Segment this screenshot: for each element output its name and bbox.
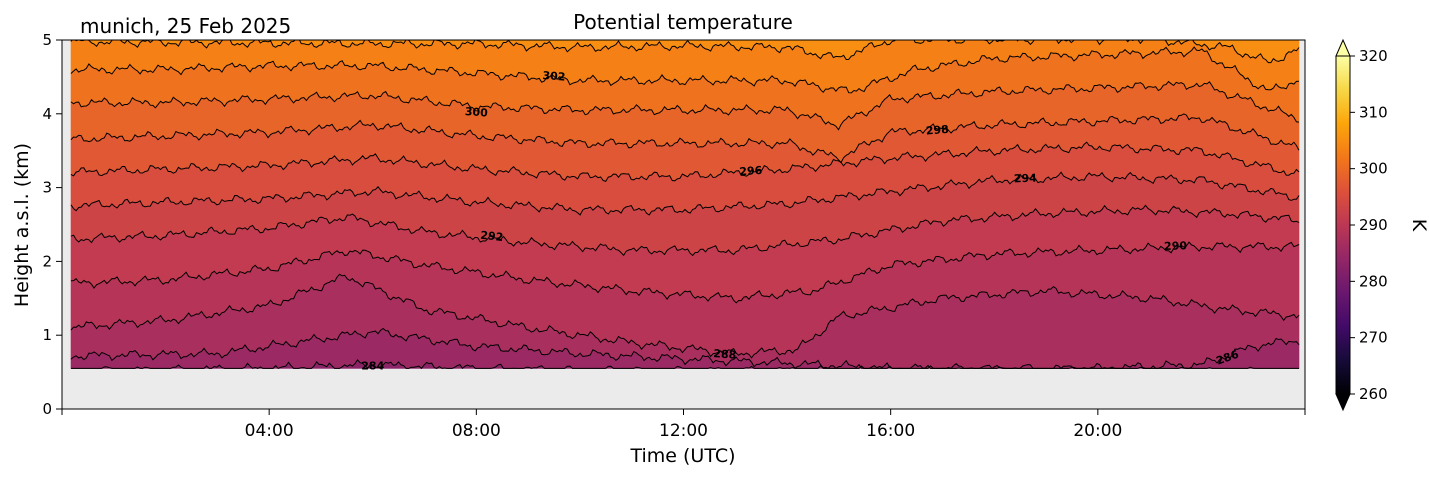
contour-label-292: 292 [480, 229, 504, 244]
colorbar: 260 270 280 290 300 310 320 K [1335, 38, 1429, 412]
colorbar-ticks: 260 270 280 290 300 310 320 [1350, 47, 1388, 403]
y-axis-label: Height a.s.l. (km) [11, 143, 33, 307]
y-tick-label: 0 [42, 400, 52, 418]
x-tick-label: 16:00 [866, 421, 915, 441]
contour-line-288 [70, 273, 1300, 359]
contour-line-286 [70, 327, 1300, 370]
y-tick-label: 3 [42, 179, 52, 197]
x-tick-label: 12:00 [659, 421, 708, 441]
contour-label-288: 288 [713, 347, 737, 362]
x-axis-ticks: 04:00 08:00 12:00 16:00 20:00 [61, 409, 1306, 441]
y-tick-label: 1 [42, 326, 52, 344]
contour-label-284: 284 [361, 360, 384, 373]
contour-line-298 [70, 113, 1300, 164]
contour-lines [70, 40, 1300, 370]
colorbar-extend-min [1335, 393, 1351, 412]
colorbar-label: K [1408, 219, 1429, 232]
chart-title: Potential temperature [573, 10, 793, 34]
contour-label-294: 294 [1014, 172, 1038, 186]
x-axis-label: Time (UTC) [629, 445, 735, 467]
contour-label-296: 296 [739, 164, 763, 179]
contour-line-300 [70, 80, 1300, 131]
colorbar-tick-label: 310 [1359, 103, 1388, 121]
y-tick-label: 5 [42, 31, 52, 49]
contour-label-300: 300 [464, 105, 488, 120]
colorbar-gradient [1335, 55, 1351, 395]
colorbar-tick-label: 270 [1359, 329, 1388, 347]
contour-line-296 [70, 141, 1300, 183]
contour-line-302 [70, 46, 1300, 94]
contour-label-302: 302 [542, 69, 566, 84]
contour-fill-bands [70, 40, 1300, 369]
colorbar-tick-label: 280 [1359, 272, 1388, 290]
colorbar-extend-max [1335, 38, 1351, 57]
contour-line-284 [71, 359, 1299, 370]
x-tick-label: 20:00 [1073, 421, 1122, 441]
colorbar-tick-label: 300 [1359, 160, 1388, 178]
colorbar-tick-label: 290 [1359, 216, 1388, 234]
chart-subtitle: munich, 25 Feb 2025 [80, 14, 291, 38]
y-tick-label: 4 [42, 105, 52, 123]
colorbar-tick-label: 320 [1359, 47, 1388, 65]
y-tick-label: 2 [42, 252, 52, 270]
contour-label-298: 298 [925, 123, 949, 138]
contour-line-292 [70, 204, 1300, 257]
y-axis-ticks: 0 1 2 3 4 5 [42, 31, 62, 418]
contour-line-304 [70, 40, 1300, 64]
colorbar-tick-label: 260 [1359, 385, 1388, 403]
contour-line-294 [70, 171, 1300, 216]
x-tick-label: 08:00 [452, 421, 501, 441]
x-tick-label: 04:00 [245, 421, 294, 441]
contour-line-290 [70, 241, 1300, 304]
contour-label-290: 290 [1164, 239, 1188, 253]
